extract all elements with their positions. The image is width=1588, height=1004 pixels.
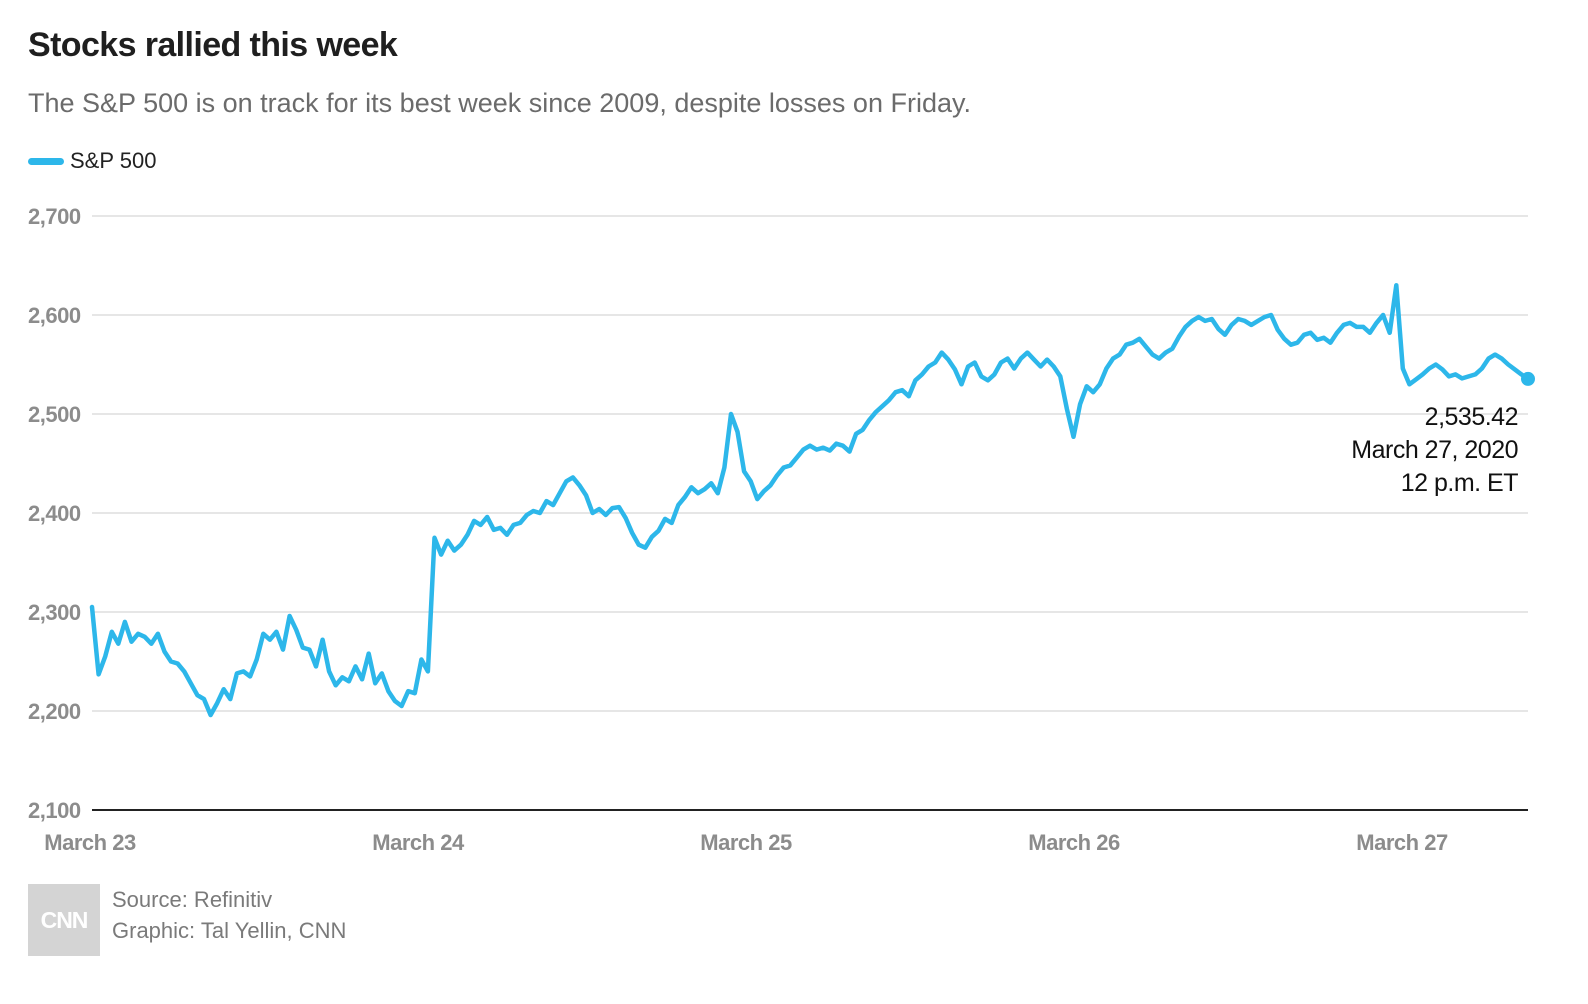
- chart-subtitle: The S&P 500 is on track for its best wee…: [28, 88, 971, 118]
- chart-title: Stocks rallied this week: [28, 26, 398, 64]
- x-tick-label: March 23: [44, 830, 136, 855]
- annotation-line: March 27, 2020: [1351, 436, 1518, 464]
- y-tick-label: 2,400: [28, 501, 81, 526]
- credit-text: Graphic: Tal Yellin, CNN: [112, 918, 347, 943]
- legend-swatch: [28, 157, 64, 165]
- annotation-line: 12 p.m. ET: [1401, 469, 1518, 497]
- footer: CNN Source: Refinitiv Graphic: Tal Yelli…: [28, 884, 346, 956]
- line-chart: 2,100 2,200 2,300 2,400 2,500 2,600 2,700 March…: [28, 204, 1535, 855]
- cnn-logo: CNN: [28, 884, 100, 956]
- source-text: Source: Refinitiv: [112, 887, 273, 912]
- credits: Source: Refinitiv Graphic: Tal Yellin, C…: [112, 884, 346, 946]
- x-tick-label: March 24: [372, 830, 465, 855]
- y-tick-label: 2,500: [28, 402, 81, 427]
- series-line: [89, 283, 1531, 718]
- end-point-marker: [1521, 371, 1535, 386]
- legend: S&P 500: [28, 148, 156, 174]
- x-tick-label: March 25: [700, 830, 792, 855]
- y-tick-label: 2,600: [28, 303, 81, 328]
- y-tick-label: 2,200: [28, 699, 81, 724]
- x-tick-label: March 27: [1356, 830, 1448, 855]
- annotation-line: 2,535.42: [1425, 403, 1518, 431]
- y-tick-label: 2,700: [28, 204, 81, 229]
- y-tick-label: 2,100: [28, 798, 81, 823]
- legend-label: S&P 500: [70, 148, 157, 173]
- y-tick-label: 2,300: [28, 600, 81, 625]
- x-tick-label: March 26: [1028, 830, 1120, 855]
